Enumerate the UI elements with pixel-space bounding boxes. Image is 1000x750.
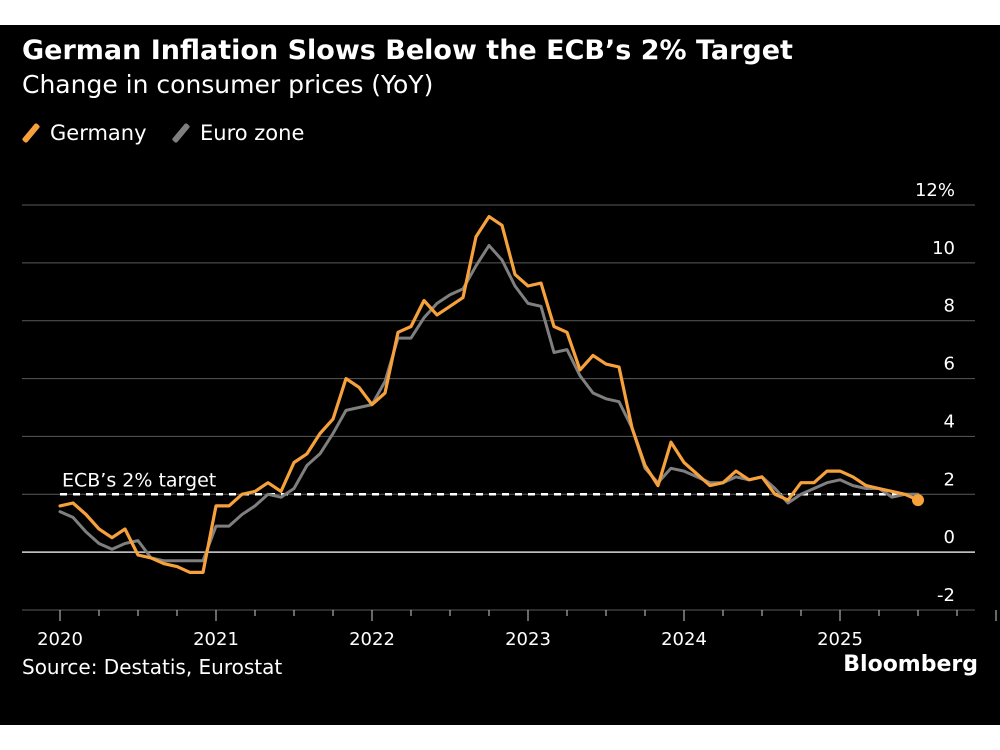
chart-background <box>0 25 1000 725</box>
y-tick-label-10: 10 <box>932 238 955 259</box>
legend-label-eurozone: Euro zone <box>200 121 305 145</box>
legend-item-germany: Germany <box>21 120 147 146</box>
chart-title: German Inflation Slows Below the ECB’s 2… <box>22 35 793 66</box>
x-tick-label-2020: 2020 <box>37 629 83 650</box>
legend-label-germany: Germany <box>50 121 147 145</box>
y-tick-label-0: 0 <box>944 527 955 548</box>
y-tick-label-4: 4 <box>944 411 955 432</box>
x-tick-label-2022: 2022 <box>349 629 395 650</box>
legend-item-eurozone: Euro zone <box>171 120 305 146</box>
x-tick-label-2023: 2023 <box>505 629 551 650</box>
y-tick-label-12: 12% <box>915 180 955 201</box>
chart-subtitle: Change in consumer prices (YoY) <box>22 70 434 99</box>
bloomberg-logo: Bloomberg <box>843 652 978 677</box>
x-tick-label-2025: 2025 <box>817 629 863 650</box>
y-tick-label-8: 8 <box>944 296 955 317</box>
y-tick-label-2: 2 <box>944 469 955 490</box>
series-line-germany <box>58 215 920 575</box>
x-tick-label-2024: 2024 <box>661 629 707 650</box>
ecb-target-label: ECB’s 2% target <box>62 469 216 491</box>
y-tick-label-6: 6 <box>944 354 955 375</box>
series-line-eurozone <box>58 244 920 563</box>
y-tick-label--2: -2 <box>937 585 955 606</box>
germany-end-marker <box>912 494 924 507</box>
source-note: Source: Destatis, Eurostat <box>22 655 283 679</box>
x-tick-label-2021: 2021 <box>193 629 239 650</box>
